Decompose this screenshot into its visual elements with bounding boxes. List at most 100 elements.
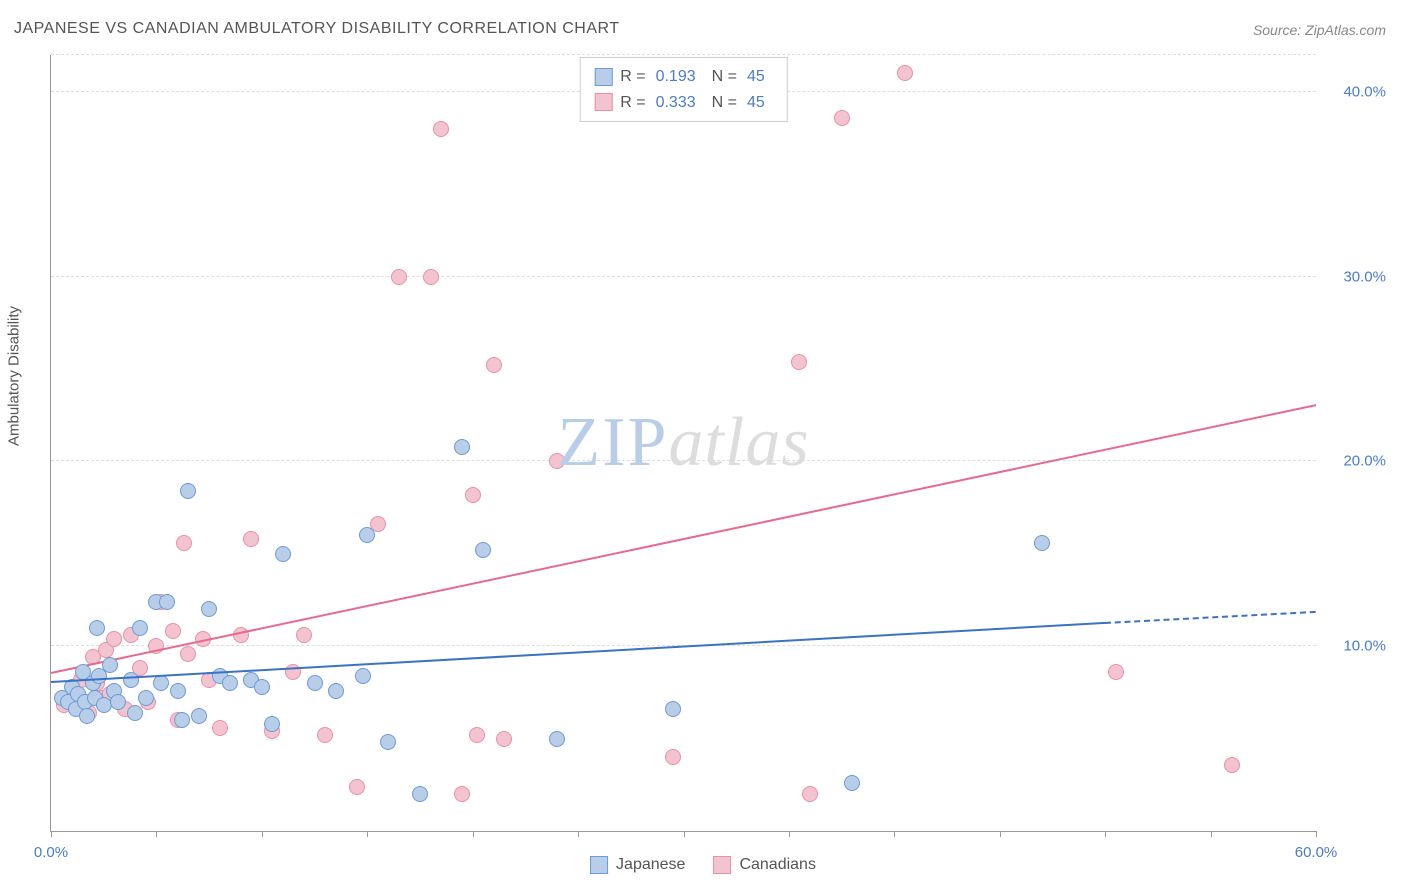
- scatter-point-canadians: [296, 627, 312, 643]
- y-tick-label: 10.0%: [1343, 638, 1386, 655]
- scatter-point-canadians: [317, 727, 333, 743]
- series-legend: Japanese Canadians: [590, 856, 816, 874]
- scatter-point-japanese: [844, 775, 860, 791]
- scatter-point-japanese: [307, 675, 323, 691]
- x-tick: [262, 831, 263, 837]
- x-tick: [473, 831, 474, 837]
- scatter-point-japanese: [191, 708, 207, 724]
- scatter-point-japanese: [665, 701, 681, 717]
- scatter-point-japanese: [359, 527, 375, 543]
- x-tick-label: 60.0%: [1295, 844, 1338, 861]
- x-tick: [1105, 831, 1106, 837]
- y-tick-label: 40.0%: [1343, 83, 1386, 100]
- watermark-zip: ZIP: [557, 404, 668, 481]
- scatter-point-canadians: [469, 727, 485, 743]
- trend-line: [51, 404, 1316, 674]
- scatter-point-japanese: [380, 734, 396, 750]
- x-tick-label: 0.0%: [34, 844, 68, 861]
- y-gridline: [51, 460, 1316, 461]
- scatter-point-japanese: [549, 731, 565, 747]
- scatter-point-japanese: [102, 657, 118, 673]
- scatter-point-japanese: [475, 542, 491, 558]
- scatter-point-japanese: [110, 694, 126, 710]
- r-label: R =: [620, 90, 645, 116]
- legend-item-japanese: Japanese: [590, 856, 685, 874]
- scatter-point-japanese: [79, 708, 95, 724]
- x-tick: [789, 831, 790, 837]
- x-tick: [156, 831, 157, 837]
- x-tick: [51, 831, 52, 837]
- scatter-point-canadians: [496, 731, 512, 747]
- scatter-point-canadians: [243, 531, 259, 547]
- scatter-point-japanese: [264, 716, 280, 732]
- x-tick: [1211, 831, 1212, 837]
- n-label: N =: [712, 90, 737, 116]
- chart-plot-area: ZIPatlas R = 0.193 N = 45 R = 0.333 N = …: [50, 55, 1316, 832]
- n-label: N =: [712, 64, 737, 90]
- chart-title: JAPANESE VS CANADIAN AMBULATORY DISABILI…: [14, 20, 620, 38]
- y-gridline: [51, 276, 1316, 277]
- legend-swatch-canadians: [594, 93, 612, 111]
- source-label: Source: ZipAtlas.com: [1253, 22, 1386, 38]
- scatter-point-japanese: [153, 675, 169, 691]
- scatter-point-japanese: [180, 483, 196, 499]
- scatter-point-canadians: [665, 749, 681, 765]
- scatter-point-canadians: [212, 720, 228, 736]
- scatter-point-canadians: [180, 646, 196, 662]
- scatter-point-japanese: [138, 690, 154, 706]
- scatter-point-japanese: [222, 675, 238, 691]
- scatter-point-canadians: [106, 631, 122, 647]
- scatter-point-japanese: [254, 679, 270, 695]
- scatter-point-japanese: [412, 786, 428, 802]
- scatter-point-japanese: [328, 683, 344, 699]
- correlation-legend: R = 0.193 N = 45 R = 0.333 N = 45: [579, 57, 788, 122]
- scatter-point-canadians: [1224, 757, 1240, 773]
- x-tick: [578, 831, 579, 837]
- scatter-point-canadians: [549, 453, 565, 469]
- scatter-point-japanese: [174, 712, 190, 728]
- scatter-point-canadians: [1108, 664, 1124, 680]
- x-tick: [1000, 831, 1001, 837]
- legend-label-canadians: Canadians: [739, 856, 816, 874]
- scatter-point-japanese: [355, 668, 371, 684]
- legend-swatch-japanese: [594, 68, 612, 86]
- y-gridline: [51, 54, 1316, 55]
- watermark: ZIPatlas: [557, 403, 809, 483]
- scatter-point-canadians: [391, 269, 407, 285]
- scatter-point-japanese: [123, 672, 139, 688]
- scatter-point-japanese: [201, 601, 217, 617]
- scatter-point-japanese: [127, 705, 143, 721]
- legend-row-canadians: R = 0.333 N = 45: [594, 90, 773, 116]
- x-tick: [367, 831, 368, 837]
- scatter-point-japanese: [1034, 535, 1050, 551]
- scatter-point-canadians: [791, 354, 807, 370]
- legend-label-japanese: Japanese: [616, 856, 685, 874]
- y-tick-label: 30.0%: [1343, 268, 1386, 285]
- x-tick: [684, 831, 685, 837]
- scatter-point-canadians: [349, 779, 365, 795]
- scatter-point-japanese: [132, 620, 148, 636]
- r-value-canadians: 0.333: [656, 90, 696, 116]
- r-label: R =: [620, 64, 645, 90]
- scatter-point-canadians: [897, 65, 913, 81]
- legend-row-japanese: R = 0.193 N = 45: [594, 64, 773, 90]
- scatter-point-canadians: [454, 786, 470, 802]
- scatter-point-canadians: [802, 786, 818, 802]
- scatter-point-canadians: [834, 110, 850, 126]
- scatter-point-japanese: [159, 594, 175, 610]
- watermark-atlas: atlas: [668, 404, 809, 481]
- scatter-point-japanese: [89, 620, 105, 636]
- x-tick: [1316, 831, 1317, 837]
- scatter-point-japanese: [454, 439, 470, 455]
- n-value-canadians: 45: [747, 90, 765, 116]
- legend-swatch-canadians: [713, 856, 731, 874]
- scatter-point-canadians: [433, 121, 449, 137]
- y-tick-label: 20.0%: [1343, 453, 1386, 470]
- scatter-point-japanese: [170, 683, 186, 699]
- scatter-point-canadians: [165, 623, 181, 639]
- legend-swatch-japanese: [590, 856, 608, 874]
- scatter-point-japanese: [96, 697, 112, 713]
- scatter-point-canadians: [486, 357, 502, 373]
- legend-item-canadians: Canadians: [713, 856, 816, 874]
- scatter-point-canadians: [176, 535, 192, 551]
